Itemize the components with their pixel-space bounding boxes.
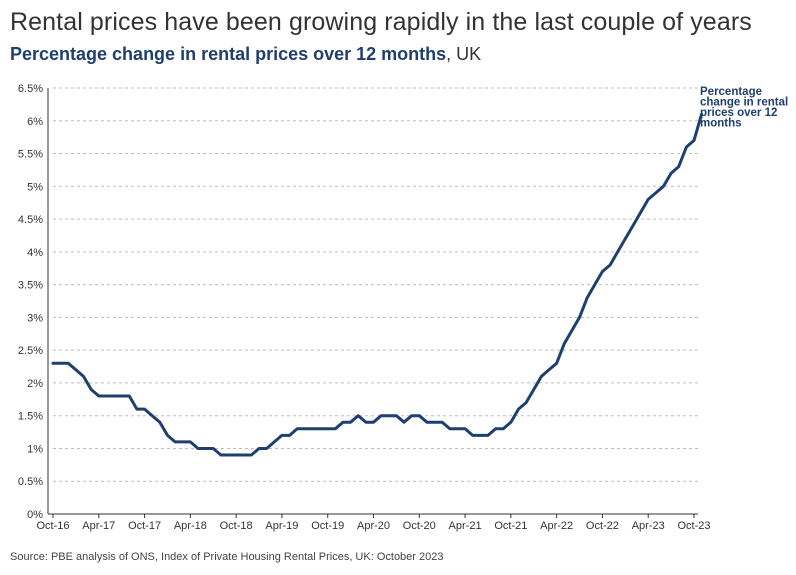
y-tick-label: 4% [27, 247, 43, 259]
x-tick-label: Oct-18 [220, 520, 253, 532]
y-tick-label: 4.5% [18, 214, 43, 226]
y-tick-label: 3% [27, 312, 43, 324]
y-tick-label: 0% [27, 509, 43, 521]
x-tick-label: Oct-22 [586, 520, 619, 532]
subtitle-rest: , UK [446, 44, 482, 64]
series-group: Percentage change in rental prices over 12… [51, 86, 788, 457]
x-axis: Oct-16 Apr-17 Oct-17 Apr-18 Oct-18 Apr-19 Oct-… [36, 88, 711, 532]
x-tick-label: Apr-17 [82, 520, 115, 532]
subtitle-strong: Percentage change in rental prices over … [10, 44, 447, 64]
y-tick-label: 2% [27, 378, 43, 390]
x-tick-label: Oct-20 [403, 520, 436, 532]
x-tick-label: Oct-16 [36, 520, 69, 532]
x-tick-label: Apr-23 [632, 520, 665, 532]
chart-subtitle: Percentage change in rental prices over … [10, 44, 481, 65]
y-tick-label: 2.5% [18, 345, 43, 357]
y-tick-label: 6% [27, 116, 43, 128]
x-tick-label: Apr-19 [265, 520, 298, 532]
y-tick-label: 1% [27, 443, 43, 455]
y-tick-label: 6.5% [18, 83, 43, 95]
y-axis-labels: 0% 0.5% 1% 1.5% 2% 2.5% 3% 3.5% 4% 4.5% 5% 5.5% 6% 6.… [18, 83, 43, 521]
x-tick-label: Apr-21 [449, 520, 482, 532]
x-tick-label: Apr-18 [174, 520, 207, 532]
y-tick-label: 0.5% [18, 476, 43, 488]
x-tick-label: Apr-20 [357, 520, 390, 532]
series-label: Percentage change in rental prices over 12… [700, 86, 788, 130]
x-tick-label: Apr-22 [540, 520, 573, 532]
x-tick-label: Oct-19 [311, 520, 344, 532]
chart-title: Rental prices have been growing rapidly … [10, 8, 752, 36]
series-line [51, 112, 704, 457]
x-tick-label: Oct-23 [677, 520, 710, 532]
x-tick-label: Oct-17 [128, 520, 161, 532]
y-tick-label: 3.5% [18, 280, 43, 292]
source-note: Source: PBE analysis of ONS, Index of Pr… [10, 551, 444, 563]
y-tick-label: 1.5% [18, 411, 43, 423]
y-tick-label: 5% [27, 181, 43, 193]
x-tick-label: Oct-21 [494, 520, 527, 532]
y-tick-label: 5.5% [18, 149, 43, 161]
